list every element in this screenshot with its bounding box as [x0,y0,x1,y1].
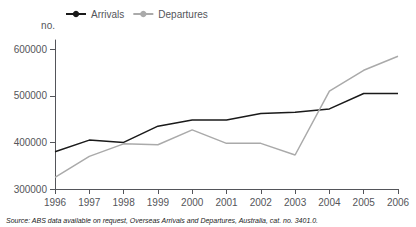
svg-text:2004: 2004 [318,197,341,208]
svg-text:Arrivals: Arrivals [91,9,124,20]
svg-text:2003: 2003 [284,197,307,208]
svg-text:500000: 500000 [14,90,48,101]
svg-text:400000: 400000 [14,137,48,148]
svg-text:no.: no. [41,20,55,31]
svg-text:2005: 2005 [353,197,376,208]
svg-text:2006: 2006 [387,197,410,208]
svg-text:Source: ABS data available on: Source: ABS data available on request, O… [6,217,318,225]
svg-text:600000: 600000 [14,44,48,55]
svg-text:1998: 1998 [112,197,135,208]
svg-text:2002: 2002 [250,197,273,208]
svg-text:Departures: Departures [158,9,207,20]
svg-text:1997: 1997 [78,197,101,208]
svg-text:1999: 1999 [147,197,170,208]
svg-text:300000: 300000 [14,184,48,195]
svg-text:2000: 2000 [181,197,204,208]
svg-text:1996: 1996 [44,197,67,208]
svg-text:2001: 2001 [215,197,238,208]
